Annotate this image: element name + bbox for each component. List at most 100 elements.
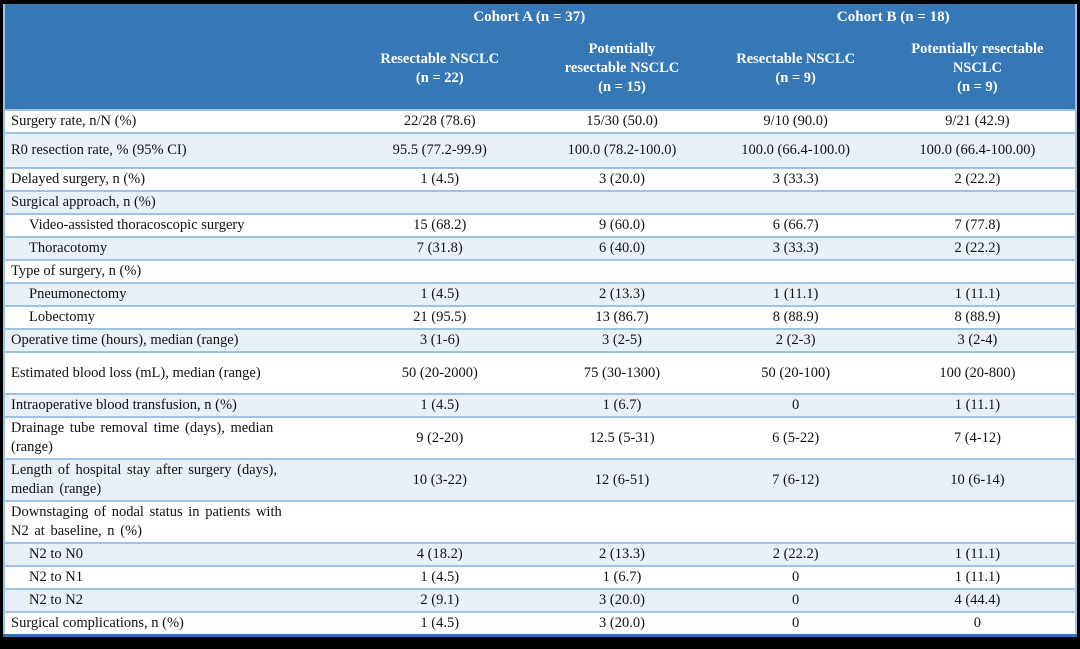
table-row: Drainage tube removal time (days), media… xyxy=(4,417,1076,460)
value-cell: 7 (31.8) xyxy=(347,237,533,261)
value-cell: 12.5 (5-31) xyxy=(532,417,712,460)
header-corner-cell xyxy=(4,4,348,28)
value-cell: 7 (77.8) xyxy=(879,214,1076,238)
value-cell: 100.0 (78.2-100.0) xyxy=(532,133,712,169)
value-cell: 12 (6-51) xyxy=(532,459,712,502)
table-row: Delayed surgery, n (%) 1 (4.5) 3 (20.0) 3 (… xyxy=(4,168,1076,192)
value-cell xyxy=(879,191,1076,215)
value-cell: 0 xyxy=(711,394,880,418)
cohort-header-row: Cohort A (n = 37) Cohort B (n = 18) xyxy=(4,4,1076,28)
value-cell: 3 (2-5) xyxy=(532,329,712,353)
value-cell: 7 (6-12) xyxy=(711,459,880,502)
value-cell xyxy=(347,501,533,544)
cohort-a-header: Cohort A (n = 37) xyxy=(347,4,712,28)
value-cell: 8 (88.9) xyxy=(879,306,1076,330)
value-cell: 1 (6.7) xyxy=(532,566,712,590)
value-cell xyxy=(532,260,712,284)
value-cell: 4 (44.4) xyxy=(879,589,1076,613)
value-cell: 50 (20-100) xyxy=(711,352,880,395)
value-cell xyxy=(532,191,712,215)
value-cell: 3 (20.0) xyxy=(532,589,712,613)
row-label: Surgery rate, n/N (%) xyxy=(4,110,348,134)
value-cell: 9/21 (42.9) xyxy=(879,110,1076,134)
value-cell: 0 xyxy=(879,612,1076,637)
header-corner-cell xyxy=(4,28,348,111)
value-cell: 6 (40.0) xyxy=(532,237,712,261)
value-cell xyxy=(347,191,533,215)
value-cell: 1 (4.5) xyxy=(347,283,533,307)
value-cell: 95.5 (77.2-99.9) xyxy=(347,133,533,169)
value-cell: 0 xyxy=(711,566,880,590)
value-cell xyxy=(711,191,880,215)
column-header-row: Resectable NSCLC (n = 22) Potentially re… xyxy=(4,28,1076,111)
value-cell: 10 (6-14) xyxy=(879,459,1076,502)
table-row: Type of surgery, n (%) xyxy=(4,260,1076,284)
table-row: N2 to N1 1 (4.5) 1 (6.7) 0 1 (11.1) xyxy=(4,566,1076,590)
value-cell xyxy=(879,260,1076,284)
column-header-resectable-b: Resectable NSCLC (n = 9) xyxy=(711,28,880,111)
row-label: Surgical complications, n (%) xyxy=(4,612,348,637)
row-label: Surgical approach, n (%) xyxy=(4,191,348,215)
table-row: Operative time (hours), median (range) 3 … xyxy=(4,329,1076,353)
value-cell: 9/10 (90.0) xyxy=(711,110,880,134)
row-label: Type of surgery, n (%) xyxy=(4,260,348,284)
value-cell: 2 (13.3) xyxy=(532,543,712,567)
table-row: Downstaging of nodal status in patients … xyxy=(4,501,1076,544)
value-cell: 1 (4.5) xyxy=(347,168,533,192)
row-label: N2 to N1 xyxy=(4,566,348,590)
row-label: Length of hospital stay after surgery (d… xyxy=(4,459,348,502)
column-header-potentially-resectable-a: Potentially resectable NSCLC (n = 15) xyxy=(532,28,712,111)
column-header-resectable-a: Resectable NSCLC (n = 22) xyxy=(347,28,533,111)
row-label: Intraoperative blood transfusion, n (%) xyxy=(4,394,348,418)
table-body: Surgery rate, n/N (%) 22/28 (78.6) 15/30 (… xyxy=(4,110,1076,637)
value-cell: 1 (11.1) xyxy=(879,543,1076,567)
table-row: Surgical complications, n (%) 1 (4.5) 3 (2… xyxy=(4,612,1076,637)
value-cell: 1 (4.5) xyxy=(347,566,533,590)
value-cell: 1 (4.5) xyxy=(347,612,533,637)
row-label: Drainage tube removal time (days), media… xyxy=(4,417,348,460)
value-cell: 3 (33.3) xyxy=(711,168,880,192)
value-cell: 1 (4.5) xyxy=(347,394,533,418)
value-cell: 7 (4-12) xyxy=(879,417,1076,460)
row-label: Estimated blood loss (mL), median (range… xyxy=(4,352,348,395)
table-row: R0 resection rate, % (95% CI) 95.5 (77.2-… xyxy=(4,133,1076,169)
value-cell: 3 (2-4) xyxy=(879,329,1076,353)
value-cell: 10 (3-22) xyxy=(347,459,533,502)
value-cell: 9 (60.0) xyxy=(532,214,712,238)
value-cell: 2 (22.2) xyxy=(879,168,1076,192)
value-cell: 2 (2-3) xyxy=(711,329,880,353)
value-cell: 0 xyxy=(711,589,880,613)
value-cell: 1 (6.7) xyxy=(532,394,712,418)
table-row: Surgery rate, n/N (%) 22/28 (78.6) 15/30 (… xyxy=(4,110,1076,134)
table-row: Length of hospital stay after surgery (d… xyxy=(4,459,1076,502)
value-cell: 3 (20.0) xyxy=(532,612,712,637)
value-cell: 6 (66.7) xyxy=(711,214,880,238)
value-cell: 100.0 (66.4-100.0) xyxy=(711,133,880,169)
value-cell: 22/28 (78.6) xyxy=(347,110,533,134)
value-cell: 100.0 (66.4-100.00) xyxy=(879,133,1076,169)
value-cell xyxy=(879,501,1076,544)
value-cell: 13 (86.7) xyxy=(532,306,712,330)
row-label: Delayed surgery, n (%) xyxy=(4,168,348,192)
value-cell: 2 (13.3) xyxy=(532,283,712,307)
value-cell: 50 (20-2000) xyxy=(347,352,533,395)
value-cell: 1 (11.1) xyxy=(711,283,880,307)
value-cell: 21 (95.5) xyxy=(347,306,533,330)
table-row: Intraoperative blood transfusion, n (%) 1… xyxy=(4,394,1076,418)
value-cell: 1 (11.1) xyxy=(879,566,1076,590)
table-row: Thoracotomy 7 (31.8) 6 (40.0) 3 (33.3) 2 (22… xyxy=(4,237,1076,261)
row-label: N2 to N2 xyxy=(4,589,348,613)
value-cell: 1 (11.1) xyxy=(879,394,1076,418)
value-cell: 0 xyxy=(711,612,880,637)
value-cell xyxy=(532,501,712,544)
column-header-potentially-resectable-b: Potentially resectable NSCLC (n = 9) xyxy=(879,28,1076,111)
value-cell xyxy=(347,260,533,284)
table-row: Surgical approach, n (%) xyxy=(4,191,1076,215)
value-cell: 8 (88.9) xyxy=(711,306,880,330)
value-cell: 6 (5-22) xyxy=(711,417,880,460)
value-cell: 3 (33.3) xyxy=(711,237,880,261)
table-row: N2 to N0 4 (18.2) 2 (13.3) 2 (22.2) 1 (11.1) xyxy=(4,543,1076,567)
value-cell: 3 (20.0) xyxy=(532,168,712,192)
row-label: Thoracotomy xyxy=(4,237,348,261)
value-cell: 15/30 (50.0) xyxy=(532,110,712,134)
